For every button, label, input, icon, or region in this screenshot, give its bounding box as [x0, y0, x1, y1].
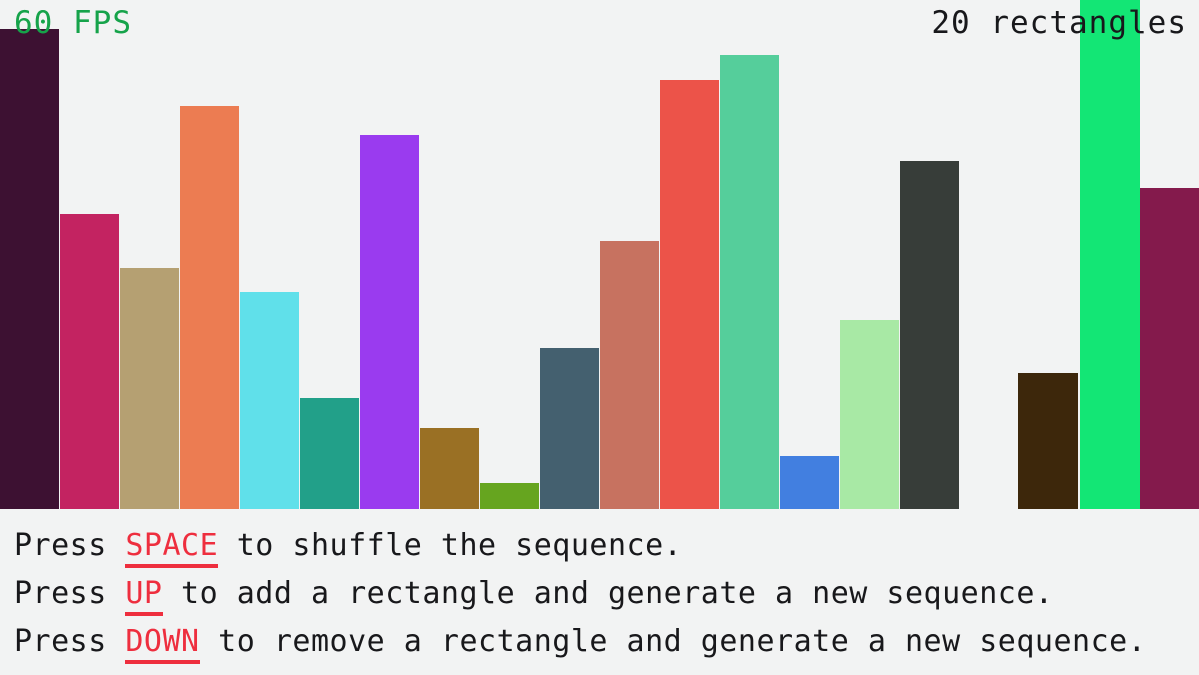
instructions-panel: Press SPACE to shuffle the sequence. Pres… — [14, 522, 1194, 666]
instruction-prefix: Press — [14, 624, 126, 659]
bar-ochre — [420, 428, 479, 509]
bar-khaki — [120, 268, 179, 509]
bar-charcoal — [900, 161, 959, 509]
bar-slate — [540, 348, 599, 509]
bar-bright-green — [1080, 0, 1140, 509]
bar-blue — [780, 456, 839, 509]
bar-terracotta — [600, 241, 659, 509]
fps-counter: 60 FPS — [14, 5, 132, 41]
key-badge[interactable]: UP — [125, 576, 163, 616]
instruction-prefix: Press — [14, 528, 126, 563]
bar-cyan — [240, 292, 299, 509]
bar-dark-brown — [1018, 373, 1078, 509]
bar-red — [660, 80, 719, 509]
bar-light-green — [840, 320, 899, 509]
bar-orange — [180, 106, 239, 509]
bar-crimson — [60, 214, 119, 509]
instruction-line: Press DOWN to remove a rectangle and gen… — [14, 618, 1194, 666]
instruction-suffix: to add a rectangle and generate a new se… — [162, 576, 1054, 611]
instruction-line: Press UP to add a rectangle and generate… — [14, 570, 1194, 618]
instruction-prefix: Press — [14, 576, 126, 611]
instruction-suffix: to remove a rectangle and generate a new… — [199, 624, 1147, 659]
key-badge[interactable]: SPACE — [125, 528, 219, 568]
bar-teal — [300, 398, 359, 509]
bar-purple — [360, 135, 419, 509]
bar-dark-plum — [0, 29, 59, 509]
bar-emerald — [720, 55, 779, 509]
key-badge[interactable]: DOWN — [125, 624, 200, 664]
bar-olive-green — [480, 483, 539, 509]
bar-maroon — [1140, 188, 1199, 509]
instruction-suffix: to shuffle the sequence. — [218, 528, 683, 563]
rectangle-sequence-chart — [0, 0, 1199, 509]
instruction-line: Press SPACE to shuffle the sequence. — [14, 522, 1194, 570]
rectangle-count-label: 20 rectangles — [931, 5, 1187, 41]
